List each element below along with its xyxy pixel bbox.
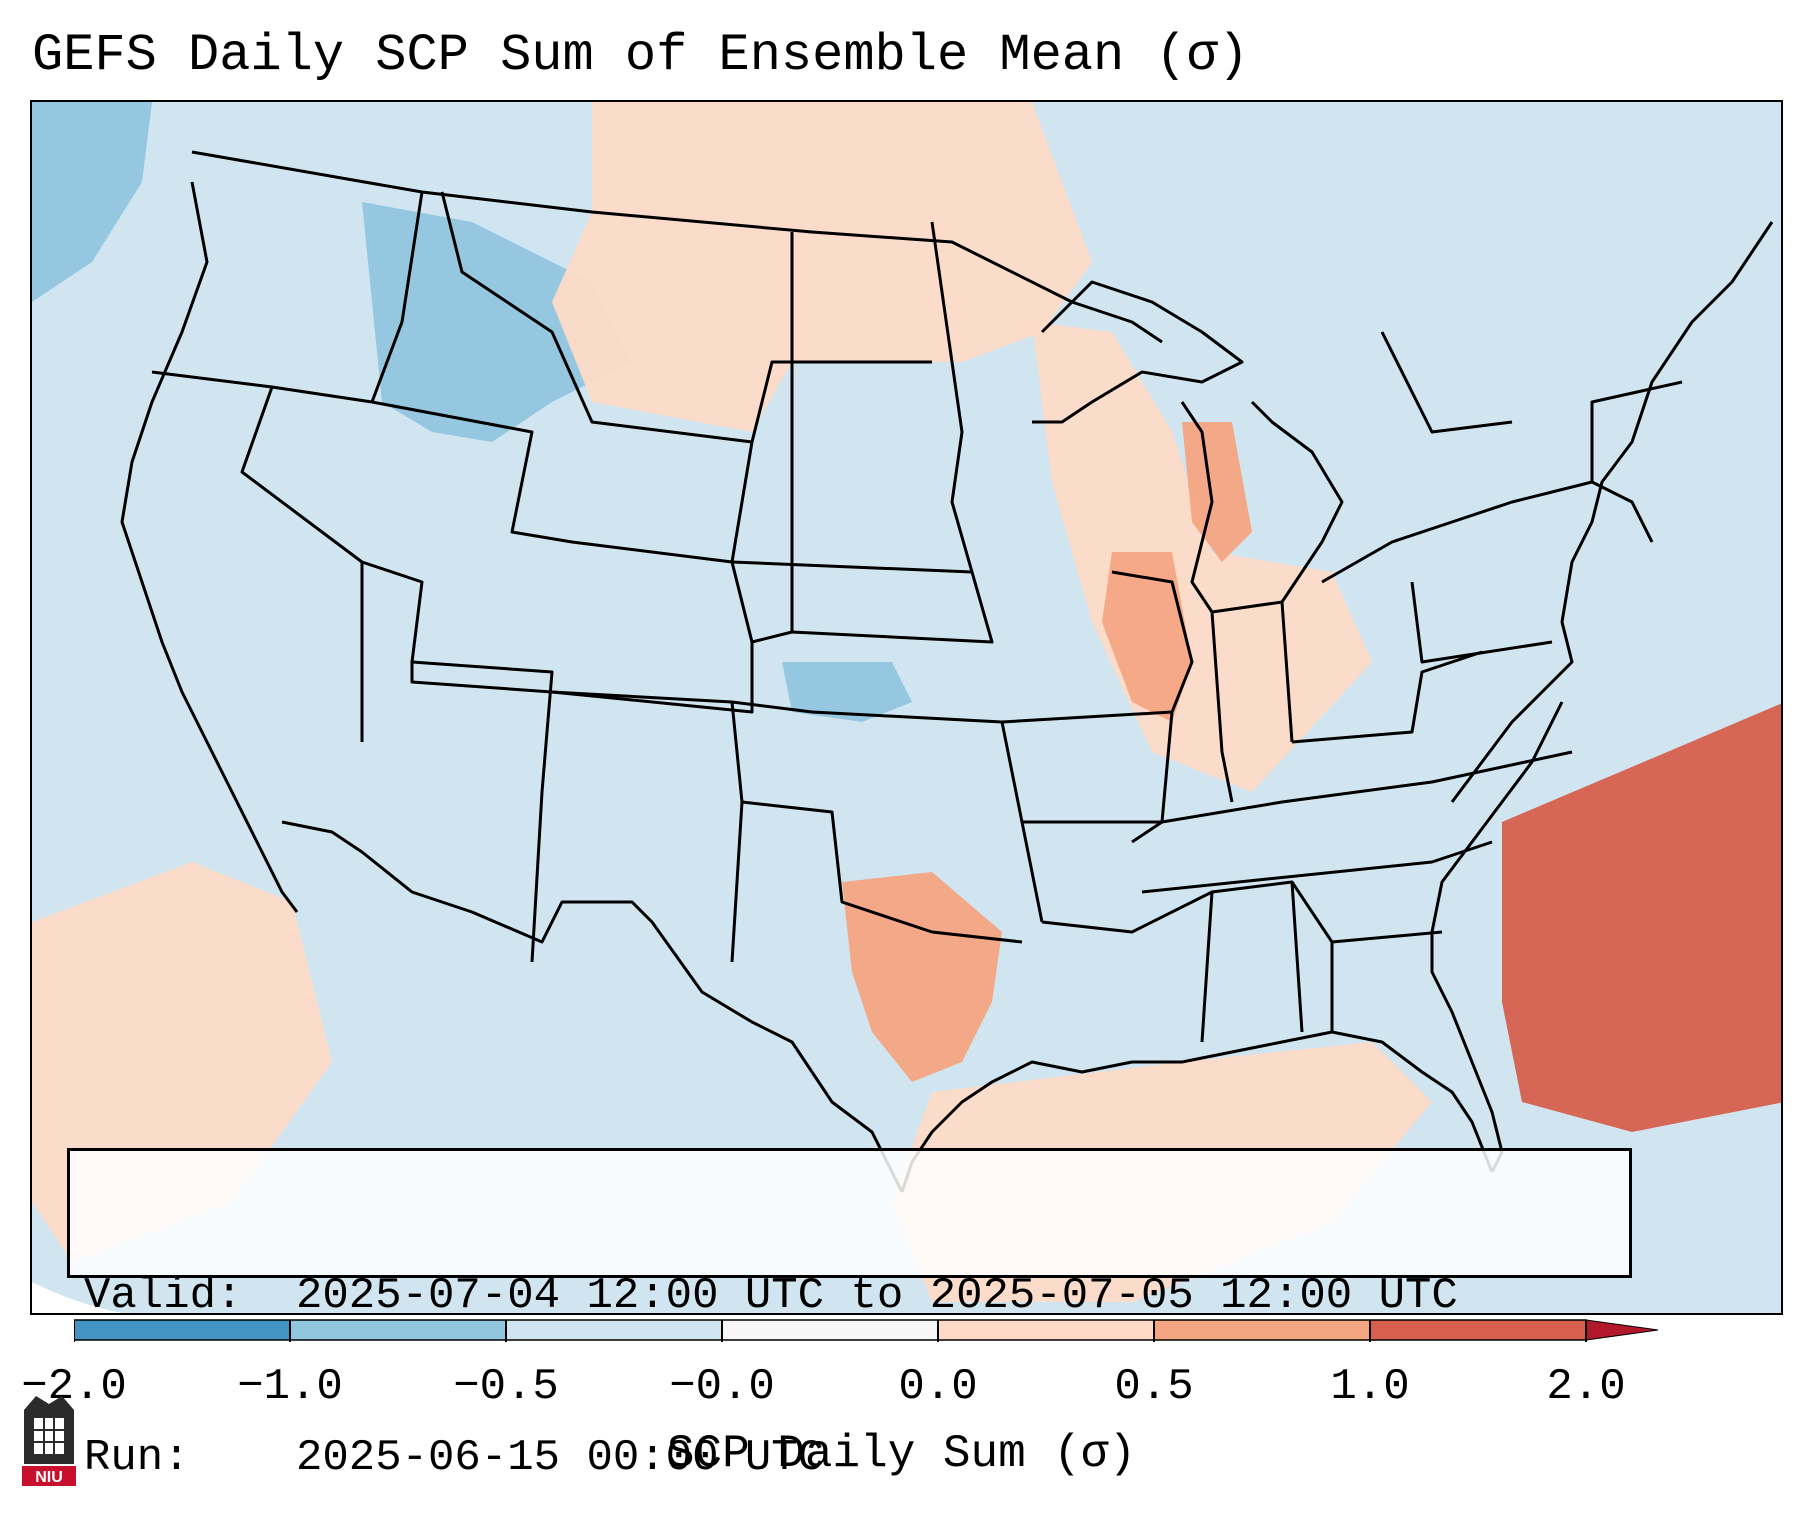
- state-line: [151, 370, 373, 404]
- colorbar-tick-label: −0.0: [669, 1362, 775, 1412]
- run-row: Run: 2025-06-15 00:00 UTC: [84, 1431, 1615, 1485]
- west-coastline: [120, 181, 299, 913]
- colorbar-tick-label: −0.5: [453, 1362, 559, 1412]
- state-line: [1210, 611, 1234, 803]
- state-line: [1331, 930, 1443, 944]
- northern-rockies-negative: [362, 202, 632, 442]
- colorbar-axis-label: SCP Daily Sum (σ): [666, 1428, 1137, 1480]
- valid-value: 2025-07-04 12:00 UTC to 2025-07-05 12:00…: [296, 1271, 1458, 1321]
- colorbar-tick-label: −1.0: [237, 1362, 343, 1412]
- state-line: [1022, 750, 1573, 824]
- state-line: [1551, 380, 1683, 494]
- western-atlantic-positive: [1502, 703, 1781, 1132]
- niu-logo: NIU: [22, 1396, 76, 1486]
- colorbar-over-extension: [1585, 1319, 1659, 1341]
- colorbar-segment: [290, 1320, 506, 1340]
- valid-run-info-box: Valid: 2025-07-04 12:00 UTC to 2025-07-05…: [67, 1148, 1632, 1483]
- southeast-coastline: [1430, 701, 1564, 1173]
- state-line: [370, 191, 424, 403]
- state-line: [410, 561, 754, 714]
- logo-text: NIU: [35, 1469, 63, 1486]
- state-line: [1591, 480, 1654, 543]
- state-line: [1041, 890, 1214, 1043]
- chart-title: GEFS Daily SCP Sum of Ensemble Mean (σ): [32, 26, 1249, 85]
- logo-window: [34, 1418, 64, 1454]
- state-line: [1291, 650, 1483, 744]
- northern-plains-positive: [552, 102, 1092, 432]
- state-line: [551, 690, 1044, 923]
- gulf-coastline: [900, 1030, 1494, 1193]
- state-line: [750, 360, 932, 443]
- mexico-border: [281, 820, 904, 1193]
- texas-positive: [842, 872, 1002, 1082]
- colorbar-tick-label: 0.0: [898, 1362, 978, 1412]
- lake-erie-ontario-shore: [1321, 490, 1553, 584]
- colorbar-tick-label: 2.0: [1546, 1362, 1626, 1412]
- lake-michigan-positive: [1182, 422, 1252, 562]
- colorbar-segment: [74, 1320, 290, 1340]
- logo-window-grid: [34, 1418, 64, 1454]
- state-line: [1280, 601, 1294, 743]
- illinois-positive: [1102, 552, 1192, 722]
- canada-border: [191, 150, 1163, 344]
- run-label: Run:: [84, 1433, 190, 1483]
- run-value: 2025-06-15 00:00 UTC: [296, 1433, 825, 1483]
- state-line: [1380, 331, 1513, 434]
- state-line: [1410, 581, 1553, 664]
- central-plains-negative: [782, 662, 912, 722]
- colorbar-segment: [506, 1320, 722, 1340]
- colorbar-segment: [1370, 1320, 1586, 1340]
- state-boundaries: [120, 150, 1774, 1193]
- state-line: [731, 560, 973, 574]
- colorbar: [74, 1319, 1659, 1342]
- valid-label: Valid:: [84, 1271, 243, 1321]
- state-line: [730, 701, 744, 963]
- anomaly-layer: [32, 102, 1781, 1313]
- state-line: [371, 191, 754, 564]
- map-svg: [32, 102, 1781, 1313]
- colorbar-tick-label: 0.5: [1114, 1362, 1194, 1412]
- colorbar-segment: [938, 1320, 1154, 1340]
- state-line: [741, 800, 1023, 944]
- northeast-coastline: [1450, 221, 1774, 803]
- colorbar-tick-label: 1.0: [1330, 1362, 1410, 1412]
- state-line: [1001, 710, 1174, 844]
- valid-row: Valid: 2025-07-04 12:00 UTC to 2025-07-05…: [84, 1269, 1615, 1323]
- state-line: [1141, 840, 1493, 894]
- state-line: [1211, 880, 1304, 1033]
- projection-edge: [32, 1282, 123, 1313]
- lake-superior-shore: [1032, 280, 1244, 424]
- colorbar-segment: [722, 1320, 938, 1340]
- state-line: [240, 386, 364, 742]
- map-panel: [30, 100, 1783, 1315]
- colorbar-segment: [1154, 1320, 1370, 1340]
- state-line: [1111, 570, 1194, 713]
- upper-midwest-positive: [1032, 322, 1372, 792]
- state-line: [361, 560, 554, 963]
- north-pacific-negative: [32, 102, 152, 302]
- logo-banner: [22, 1466, 76, 1486]
